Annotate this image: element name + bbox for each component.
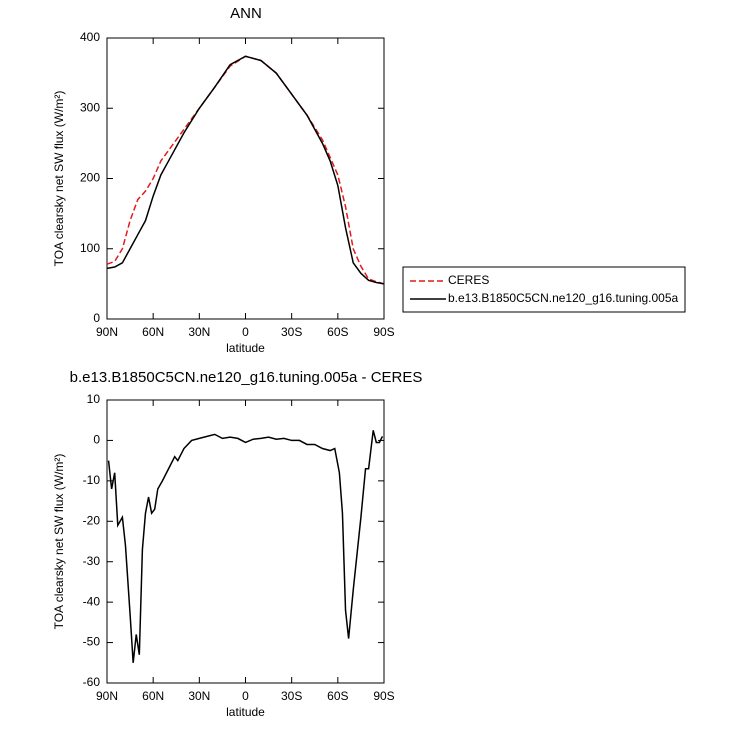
y-axis-label: TOA clearsky net SW flux (W/m²) — [52, 91, 66, 267]
x-tick-label: 90S — [373, 325, 394, 339]
x-tick-label: 0 — [242, 325, 249, 339]
legend-box — [402, 266, 686, 313]
y-axis-label: TOA clearsky net SW flux (W/m²) — [52, 454, 66, 630]
chart-title: ANN — [230, 5, 262, 22]
x-axis-label: latitude — [226, 705, 265, 719]
plot-frame — [106, 37, 385, 320]
x-tick-label: 30N — [188, 689, 210, 703]
y-tick-label: 0 — [93, 311, 100, 325]
data-line — [107, 430, 384, 663]
chart-title: b.e13.B1850C5CN.ne120_g16.tuning.005a - … — [70, 369, 423, 386]
y-tick-label: 300 — [80, 100, 100, 114]
x-tick-label: 90S — [373, 689, 394, 703]
y-tick-label: 100 — [80, 241, 100, 255]
x-tick-label: 60N — [142, 325, 164, 339]
x-tick-label: 30S — [281, 689, 302, 703]
y-tick-label: 10 — [87, 392, 101, 406]
y-tick-label: -20 — [83, 513, 101, 527]
y-tick-label: 200 — [80, 171, 100, 185]
y-tick-label: -40 — [83, 594, 101, 608]
x-tick-label: 60N — [142, 689, 164, 703]
y-tick-label: -10 — [83, 473, 101, 487]
legend-label: CERES — [448, 273, 489, 287]
y-tick-label: -60 — [83, 675, 101, 689]
y-tick-label: 400 — [80, 30, 100, 44]
y-tick-label: -50 — [83, 635, 101, 649]
data-line — [106, 55, 385, 285]
x-tick-label: 0 — [242, 689, 249, 703]
x-tick-label: 30N — [188, 325, 210, 339]
y-tick-label: -30 — [83, 554, 101, 568]
x-tick-label: 90N — [96, 325, 118, 339]
y-tick-label: 0 — [93, 433, 100, 447]
data-line — [106, 55, 385, 285]
x-tick-label: 60S — [327, 325, 348, 339]
x-tick-label: 30S — [281, 325, 302, 339]
x-axis-label: latitude — [226, 341, 265, 355]
x-tick-label: 90N — [96, 689, 118, 703]
x-tick-label: 60S — [327, 689, 348, 703]
legend-label: b.e13.B1850C5CN.ne120_g16.tuning.005a — [448, 291, 679, 305]
